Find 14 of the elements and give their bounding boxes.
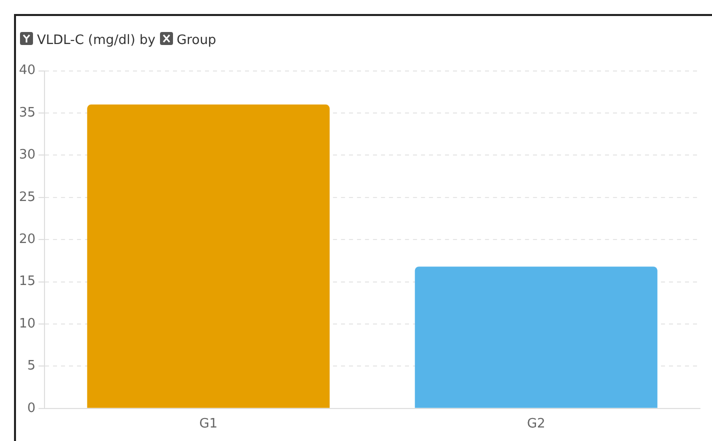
x-tick-label: G2 bbox=[526, 416, 546, 432]
y-tick-label: 30 bbox=[18, 148, 36, 163]
x-axis-title: Group bbox=[176, 33, 216, 48]
chart-title: by bbox=[140, 33, 156, 48]
y-tick-label: 20 bbox=[18, 232, 36, 247]
y-tick-label: 0 bbox=[27, 400, 36, 416]
y-tick-label: 15 bbox=[18, 274, 36, 290]
y-tick-label: 35 bbox=[18, 105, 36, 120]
y-tick-label: 25 bbox=[18, 190, 36, 205]
y-tick-label: 5 bbox=[27, 358, 36, 374]
x-tick-label: G1 bbox=[199, 416, 218, 432]
y-axis-title: VLDL-C (mg/dl) bbox=[37, 33, 136, 48]
y-tick-label: 40 bbox=[18, 63, 36, 78]
y-tick-label: 10 bbox=[18, 316, 36, 332]
